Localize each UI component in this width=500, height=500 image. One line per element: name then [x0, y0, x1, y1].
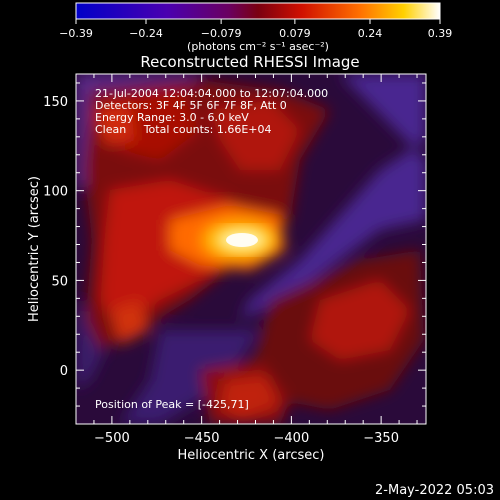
colorbar-tick-label: −0.39	[59, 27, 93, 40]
x-axis-label: Heliocentric X (arcsec)	[178, 448, 325, 463]
colorbar-unit-label: (photons cm⁻² s⁻¹ asec⁻²)	[187, 40, 329, 53]
annotation-counts: Clean Total counts: 1.66E+04	[95, 123, 272, 136]
y-tick-label: 150	[43, 95, 68, 110]
annotation-detectors: Detectors: 3F 4F 5F 6F 7F 8F, Att 0	[95, 99, 287, 112]
peak-position-label: Position of Peak = [-425,71]	[95, 398, 249, 411]
colorbar-tick-label: 0.24	[358, 27, 383, 40]
colorbar-tick-label: −0.079	[201, 27, 242, 40]
x-tick-label: −450	[184, 431, 220, 446]
colorbar-gradient	[75, 2, 441, 20]
heatmap-image	[76, 74, 426, 424]
colorbar: −0.39 −0.24 −0.079 0.079 0.24 0.39 (photons c…	[59, 2, 453, 53]
y-tick-label: 0	[60, 364, 68, 379]
colorbar-tick-label: 0.39	[428, 27, 453, 40]
x-tick-label: −500	[94, 431, 130, 446]
annotation-time: 21-Jul-2004 12:04:04.000 to 12:07:04.000	[95, 87, 328, 100]
annotation-block: 21-Jul-2004 12:04:04.000 to 12:07:04.000…	[95, 87, 328, 136]
y-tick-label: 100	[43, 185, 68, 200]
annotation-energy: Energy Range: 3.0 - 6.0 keV	[95, 111, 249, 124]
chart-title: Reconstructed RHESSI Image	[140, 53, 359, 71]
y-tick-label: 50	[51, 274, 68, 289]
y-axis-label: Heliocentric Y (arcsec)	[27, 176, 42, 322]
x-tick-label: −350	[363, 431, 399, 446]
colorbar-tick-label: 0.079	[279, 27, 311, 40]
colorbar-tick-label: −0.24	[129, 27, 163, 40]
timestamp-footer: 2-May-2022 05:03	[375, 483, 494, 498]
x-tick-label: −400	[274, 431, 310, 446]
plot-frame	[75, 73, 427, 425]
